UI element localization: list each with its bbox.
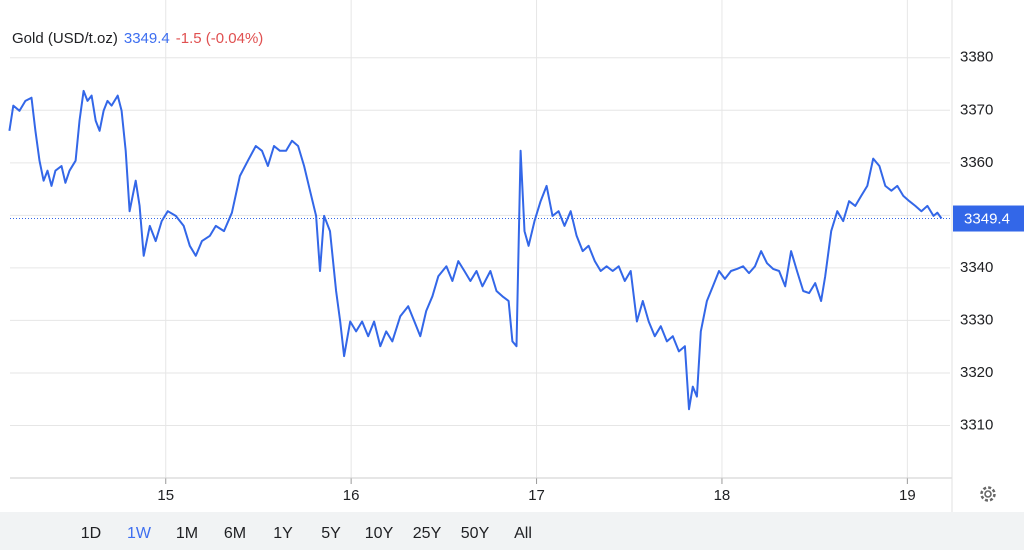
header: Gold (USD/t.oz) 3349.4 -1.5 (-0.04%)	[12, 30, 269, 47]
x-tick-label: 17	[528, 487, 545, 504]
range-button[interactable]: 1D	[80, 525, 102, 542]
x-tick-label: 19	[899, 487, 916, 504]
y-tick-label: 3340	[960, 259, 993, 276]
range-button[interactable]: 5Y	[321, 525, 341, 542]
range-button[interactable]: 6M	[223, 525, 247, 542]
y-tick-label: 3310	[960, 416, 993, 433]
range-button[interactable]: 1M	[175, 525, 199, 542]
range-bar: 1D 1W 1M 6M 1Y 5Y 10Y 25Y 50Y All	[0, 512, 1024, 550]
gear-ring	[980, 486, 996, 502]
x-tick-label: 15	[157, 487, 174, 504]
gear-hole	[984, 490, 992, 498]
chart: 3310332033303340335033603370338015161718…	[8, 0, 1024, 512]
range-button[interactable]: 1W	[127, 525, 151, 542]
y-tick-label: 3360	[960, 154, 993, 171]
settings-icon[interactable]	[980, 486, 996, 502]
y-tick-label: 3330	[960, 311, 993, 328]
y-tick-label: 3380	[960, 49, 993, 66]
range-button[interactable]: 1Y	[273, 525, 293, 542]
price-line	[8, 89, 943, 411]
range-button[interactable]: 10Y	[364, 525, 394, 542]
x-tick-label: 16	[343, 487, 360, 504]
range-button[interactable]: 25Y	[412, 525, 442, 542]
range-button[interactable]: 50Y	[460, 525, 490, 542]
change: -1.5 (-0.04%)	[175, 30, 264, 47]
price: 3349.4	[123, 30, 170, 47]
title: Gold (USD/t.oz)	[12, 30, 118, 47]
range-button[interactable]: All	[514, 525, 532, 542]
y-tick-label: 3370	[960, 101, 993, 118]
x-tick-label: 18	[714, 487, 731, 504]
last-price-badge	[953, 205, 1024, 232]
last-price-label: 3349.4	[964, 210, 1010, 227]
y-tick-label: 3320	[960, 364, 993, 381]
